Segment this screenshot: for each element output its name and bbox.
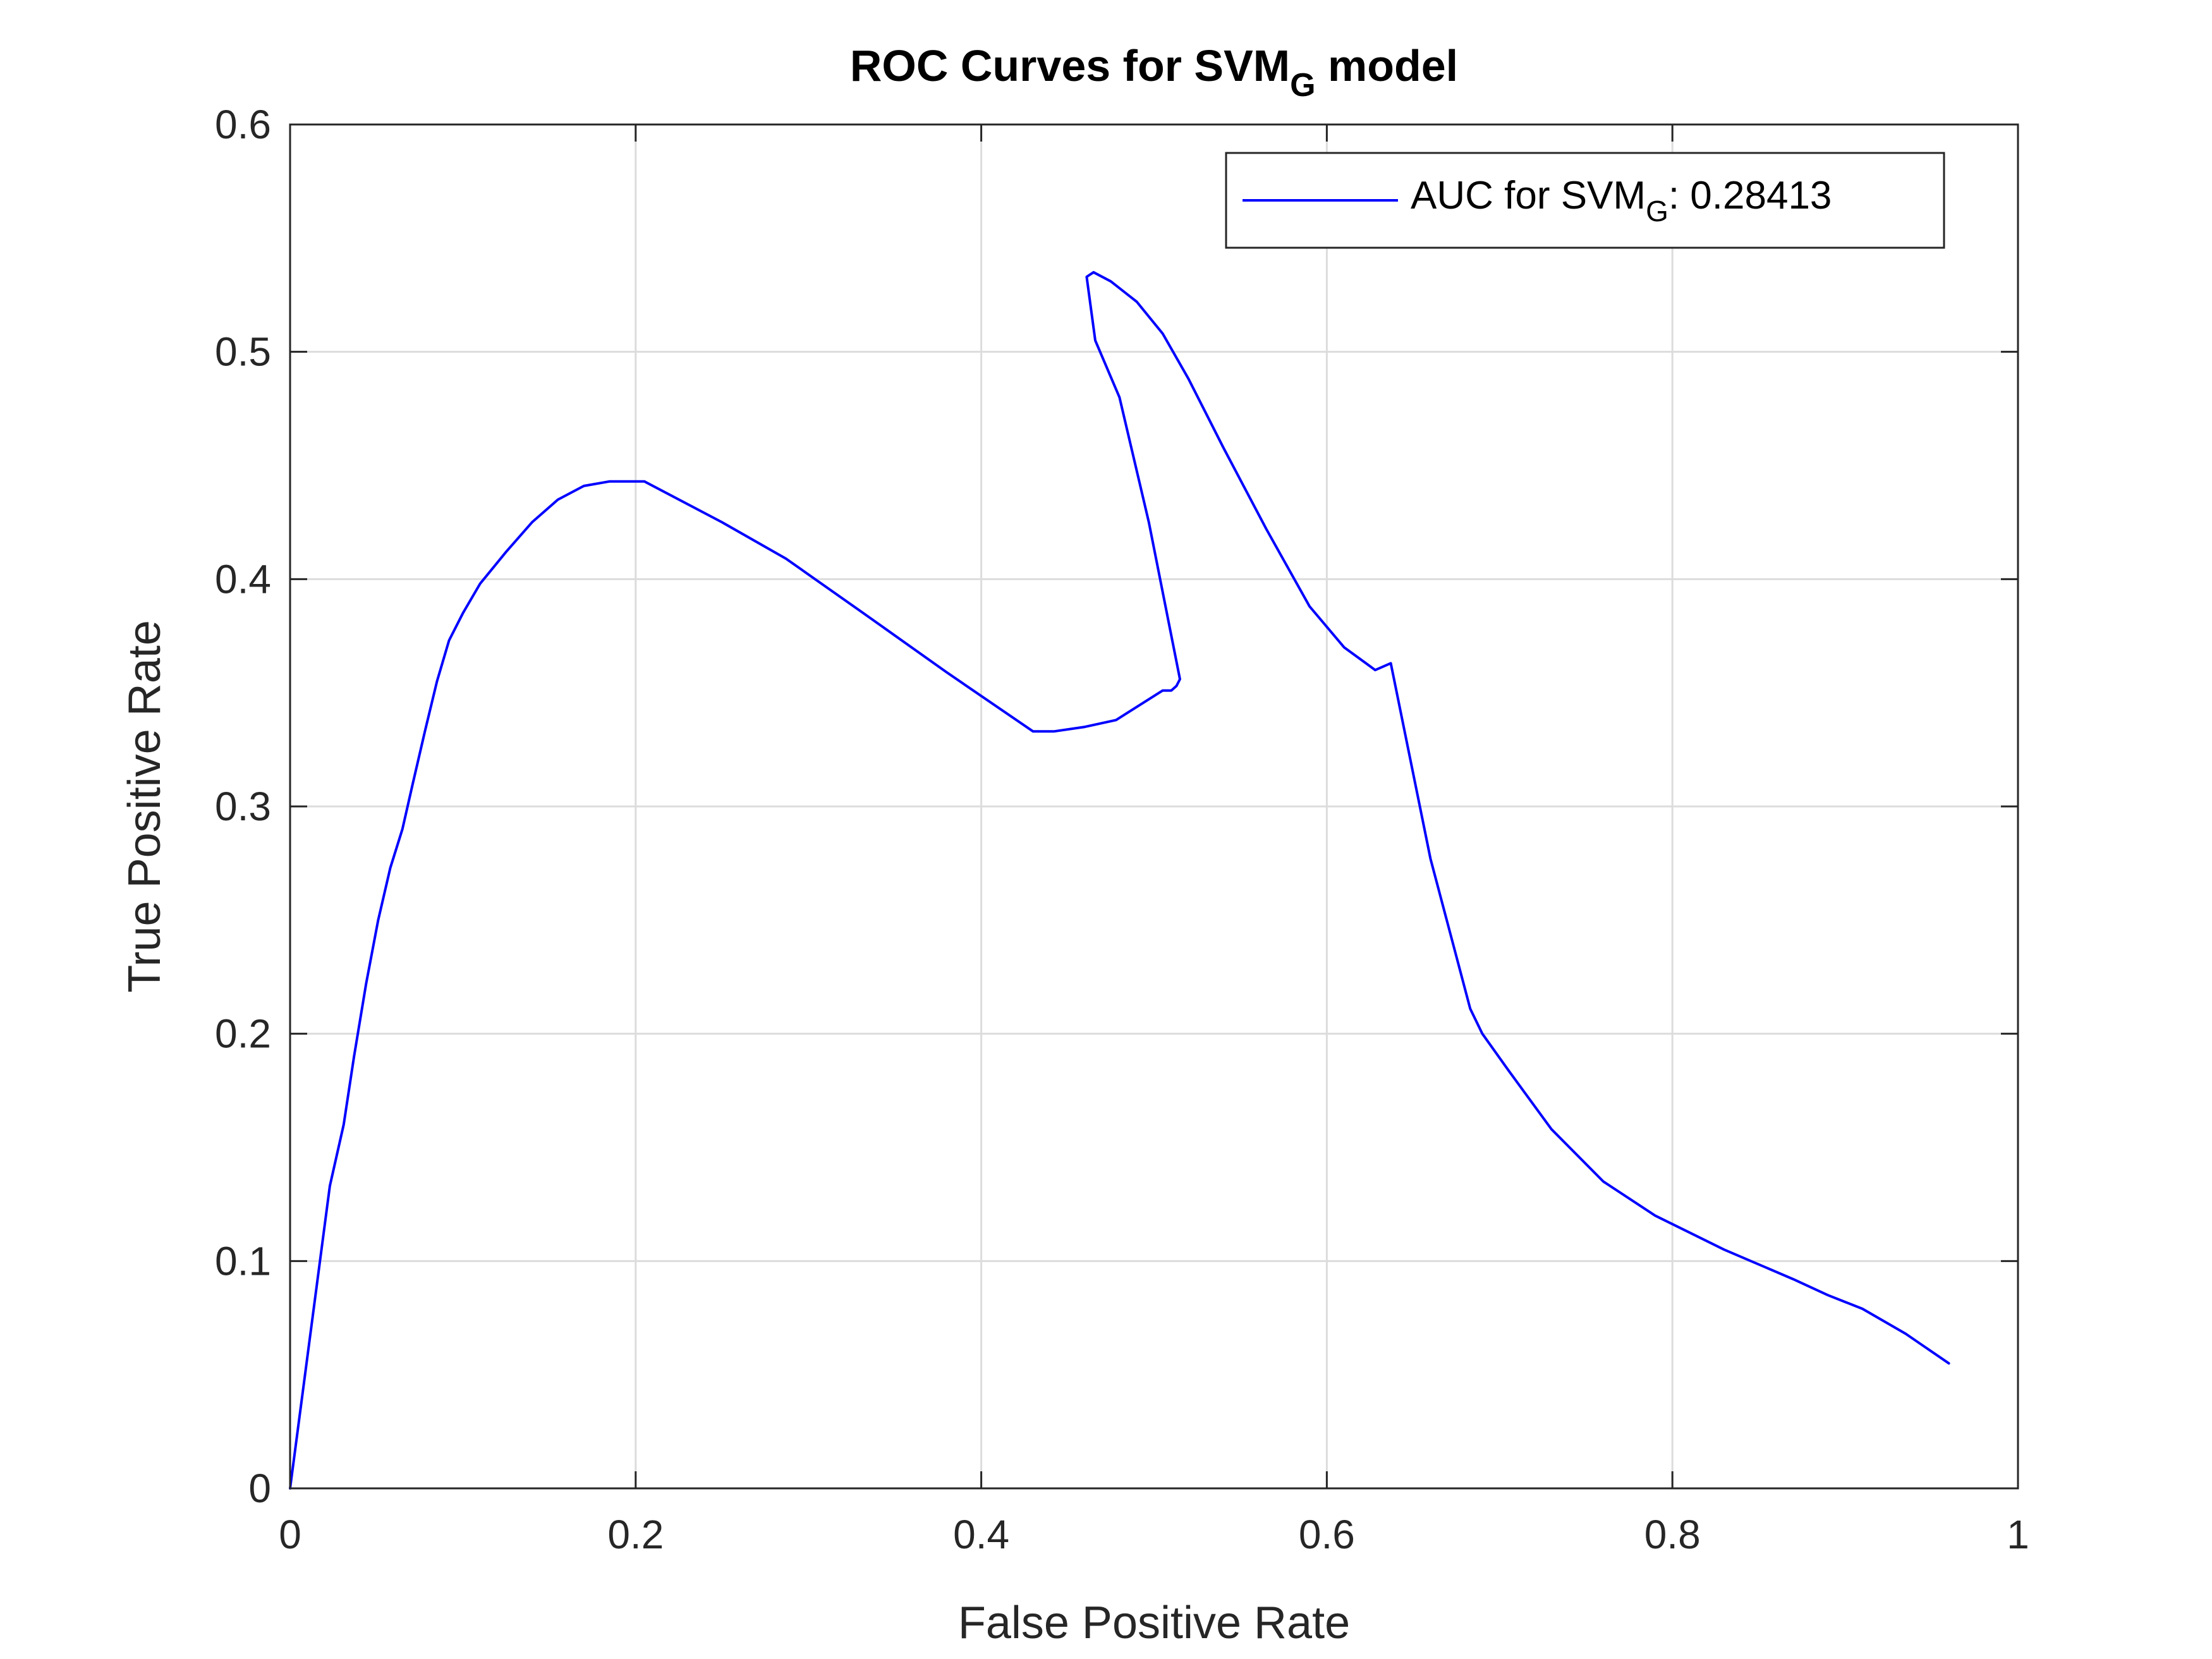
legend-label-prefix: AUC for SVM <box>1411 174 1646 217</box>
roc-curve-line <box>289 270 1950 1490</box>
x-tick-label: 0.2 <box>607 1512 664 1557</box>
chart-title: ROC Curves for SVMG model <box>850 41 1458 104</box>
y-tick-label: 0 <box>248 1466 271 1511</box>
x-axis-title: False Positive Rate <box>958 1598 1350 1648</box>
tick-marks <box>289 123 2019 1490</box>
x-tick-label: 0.6 <box>1299 1512 1355 1557</box>
x-tick-label: 0.8 <box>1644 1512 1701 1557</box>
tick-labels: 0 0.2 0.4 0.6 0.8 1 0 0.1 0.2 0.3 0.4 0.5 0.6 <box>215 102 2029 1557</box>
chart-title-main: ROC Curves for SVM <box>850 41 1290 90</box>
chart-title-suffix: model <box>1316 41 1459 90</box>
y-tick-label: 0.2 <box>215 1011 271 1057</box>
legend: AUC for SVMG: 0.28413 <box>1225 152 1945 249</box>
x-tick-label: 1 <box>2007 1512 2029 1557</box>
legend-label-subscript: G <box>1646 195 1668 228</box>
legend-label: AUC for SVMG: 0.28413 <box>1411 174 1832 228</box>
chart-title-subscript: G <box>1290 67 1315 104</box>
y-tick-label: 0.1 <box>215 1238 271 1284</box>
y-tick-label: 0.3 <box>215 784 271 829</box>
grid-lines <box>290 125 2018 1488</box>
y-tick-label: 0.5 <box>215 329 271 375</box>
y-tick-label: 0.6 <box>215 102 271 147</box>
legend-label-suffix: : 0.28413 <box>1668 174 1832 217</box>
y-axis-title: True Positive Rate <box>119 620 170 993</box>
x-tick-label: 0 <box>279 1512 301 1557</box>
x-tick-label: 0.4 <box>953 1512 1009 1557</box>
y-tick-label: 0.4 <box>215 556 271 602</box>
series-layer <box>289 270 1950 1490</box>
